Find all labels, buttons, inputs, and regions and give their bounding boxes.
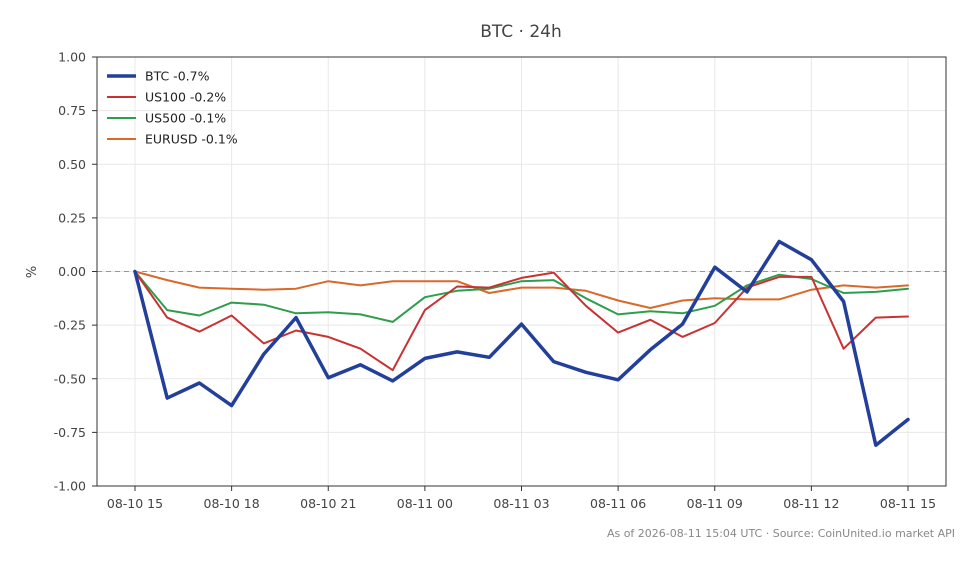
x-tick-label: 08-10 18	[204, 496, 260, 511]
series-line-us100	[134, 270, 909, 372]
y-tick-label: 0.50	[58, 157, 86, 172]
y-tick-label: 1.00	[58, 50, 86, 65]
x-axis-ticks: 08-10 15 08-10 18 08-10 21 08-11 00 08-11 03…	[107, 486, 936, 511]
y-tick-label: -0.25	[54, 318, 86, 333]
x-tick-label: 08-11 03	[493, 496, 549, 511]
x-tick-label: 08-11 06	[590, 496, 646, 511]
x-tick-label: 08-11 09	[687, 496, 743, 511]
y-tick-label: 0.75	[58, 103, 86, 118]
source-footer: As of 2026-08-11 15:04 UTC · Source: Coi…	[607, 527, 955, 540]
x-tick-label: 08-11 12	[783, 496, 839, 511]
legend: BTC -0.7% US100 -0.2% US500 -0.1% EURUSD -0…	[107, 69, 238, 147]
legend-label-eurusd: EURUSD -0.1%	[145, 132, 238, 147]
x-tick-label: 08-11 15	[880, 496, 936, 511]
y-tick-label: 0.00	[58, 264, 86, 279]
y-axis-label: %	[25, 266, 40, 278]
legend-label-us100: US100 -0.2%	[145, 90, 226, 105]
y-axis-ticks: 1.00 0.75 0.50 0.25 0.00 -0.25 -0.50 -0.75 -1.00	[54, 50, 97, 494]
x-tick-label: 08-11 00	[397, 496, 453, 511]
y-tick-label: -1.00	[54, 479, 86, 494]
x-tick-label: 08-10 21	[300, 496, 356, 511]
legend-label-us500: US500 -0.1%	[145, 111, 226, 126]
y-tick-label: 0.25	[58, 210, 86, 225]
series-line-us500	[134, 270, 909, 323]
y-tick-label: -0.50	[54, 371, 86, 386]
series-lines	[133, 239, 910, 447]
series-line-btc	[133, 239, 910, 447]
legend-label-btc: BTC -0.7%	[145, 69, 210, 84]
y-tick-label: -0.75	[54, 425, 86, 440]
series-line-eurusd	[134, 270, 909, 309]
x-tick-label: 08-10 15	[107, 496, 163, 511]
chart-title: BTC · 24h	[480, 22, 562, 42]
